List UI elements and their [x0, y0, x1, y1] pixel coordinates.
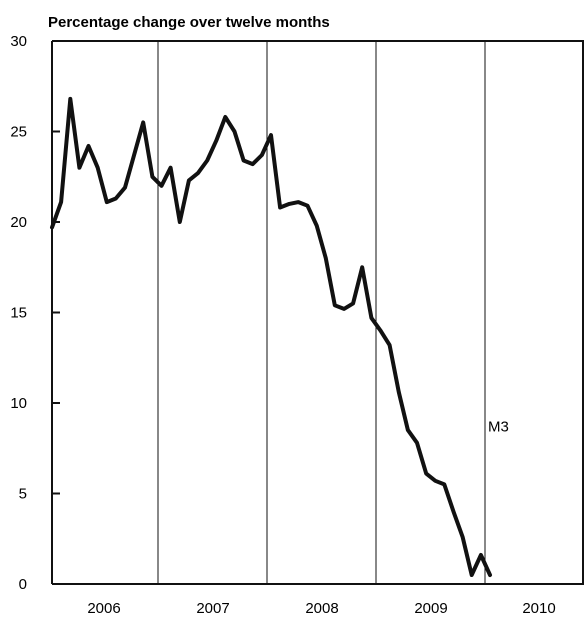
chart-title: Percentage change over twelve months [48, 14, 330, 31]
x-tick-label: 2007 [196, 600, 229, 617]
x-axis: 2006 2007 2008 2009 2010 [87, 600, 555, 617]
y-tick-label: 0 [19, 576, 27, 593]
y-tick-label: 30 [10, 33, 27, 50]
x-tick-label: 2009 [414, 600, 447, 617]
series-line-m3 [50, 96, 492, 577]
year-dividers [157, 41, 486, 584]
y-tick-label: 20 [10, 214, 27, 231]
y-tick-label: 15 [10, 305, 27, 322]
series-group [50, 96, 492, 577]
y-tick-label: 10 [10, 395, 27, 412]
y-tick-label: 5 [19, 486, 27, 503]
annotations: M3 [488, 419, 509, 436]
x-tick-label: 2010 [522, 600, 555, 617]
y-tick-label: 25 [10, 124, 27, 141]
series-annotation: M3 [488, 419, 509, 436]
plot-frame [51, 40, 584, 585]
x-tick-label: 2008 [305, 600, 338, 617]
x-tick-label: 2006 [87, 600, 120, 617]
